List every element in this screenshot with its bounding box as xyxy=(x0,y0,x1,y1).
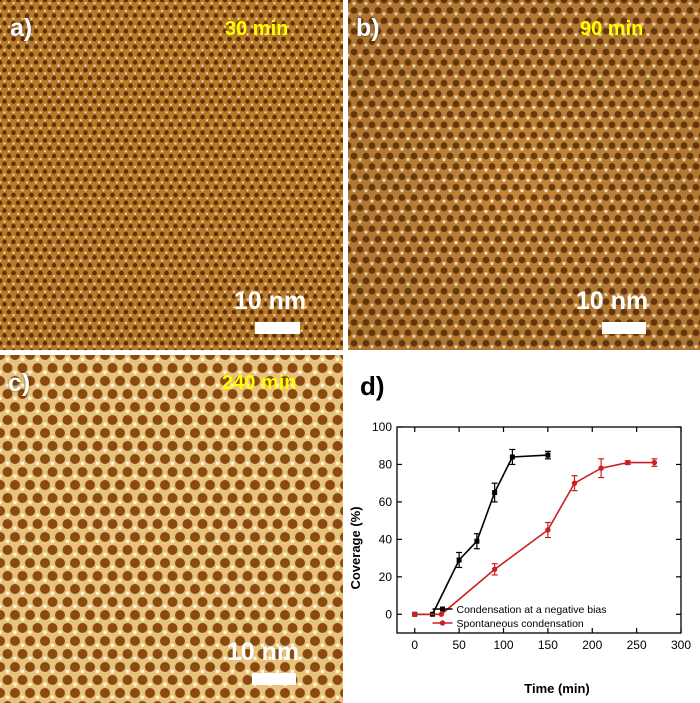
data-point xyxy=(438,611,445,617)
data-point xyxy=(412,611,418,617)
data-point xyxy=(545,452,551,458)
y-tick-label: 20 xyxy=(379,570,393,584)
x-tick-label: 150 xyxy=(538,638,558,652)
scalebar-label: 10 nm xyxy=(226,638,300,666)
data-point xyxy=(492,490,498,496)
x-tick-label: 50 xyxy=(452,638,466,652)
y-tick-label: 100 xyxy=(372,420,392,434)
afm-image-90min: b) 90 min 10 nm xyxy=(348,0,700,350)
x-axis-label: Time (min) xyxy=(524,681,590,696)
scalebar-label: 10 nm xyxy=(233,287,307,315)
x-tick-label: 200 xyxy=(582,638,602,652)
y-tick-label: 40 xyxy=(379,532,393,546)
data-point xyxy=(491,566,498,573)
data-point xyxy=(474,538,480,544)
x-tick-label: 300 xyxy=(671,638,691,652)
legend-label: Condensation at a negative bias xyxy=(457,604,607,616)
afm-texture-c xyxy=(0,355,343,703)
afm-texture-b xyxy=(348,0,700,350)
panel-label: b) xyxy=(356,14,380,42)
scalebar xyxy=(255,322,300,334)
data-point xyxy=(625,459,631,466)
chart-panel-label: d) xyxy=(360,371,385,401)
scalebar-label: 10 nm xyxy=(575,287,649,315)
data-point xyxy=(571,480,578,486)
legend-label: Spontaneous condensation xyxy=(457,618,584,630)
panel-label: a) xyxy=(10,14,33,42)
legend-marker xyxy=(440,606,445,612)
coverage-chart-panel: d) 0 50 100 150 200 250 300 0 20 40 60 80 100 Conden… xyxy=(345,355,700,703)
panel-label: c) xyxy=(8,369,31,397)
y-axis-label: Coverage (%) xyxy=(348,506,363,589)
data-point xyxy=(509,454,515,460)
time-label: 90 min xyxy=(580,18,644,40)
scalebar xyxy=(252,673,296,685)
data-point xyxy=(651,459,658,466)
afm-image-30min: a) 30 min 10 nm xyxy=(0,0,343,350)
series-line-1 xyxy=(414,461,655,616)
afm-texture-a xyxy=(0,0,343,350)
x-tick-label: 100 xyxy=(493,638,513,652)
data-point xyxy=(545,527,551,533)
time-label: 30 min xyxy=(225,18,289,40)
data-point xyxy=(456,557,462,563)
x-tick-label: 250 xyxy=(627,638,647,652)
afm-image-240min: c) 240 min 10 nm xyxy=(0,355,343,703)
plot-frame xyxy=(396,426,682,634)
x-tick-label: 0 xyxy=(411,638,418,652)
time-label: 240 min xyxy=(222,372,297,394)
y-tick-label: 80 xyxy=(379,457,393,471)
scalebar xyxy=(602,322,646,334)
y-tick-label: 60 xyxy=(379,495,393,509)
legend-marker xyxy=(439,620,446,626)
coverage-chart: d) 0 50 100 150 200 250 300 0 20 40 60 80 100 Conden… xyxy=(348,371,691,696)
series-line-0 xyxy=(414,454,548,616)
data-point xyxy=(598,465,604,471)
y-tick-label: 0 xyxy=(385,607,392,621)
